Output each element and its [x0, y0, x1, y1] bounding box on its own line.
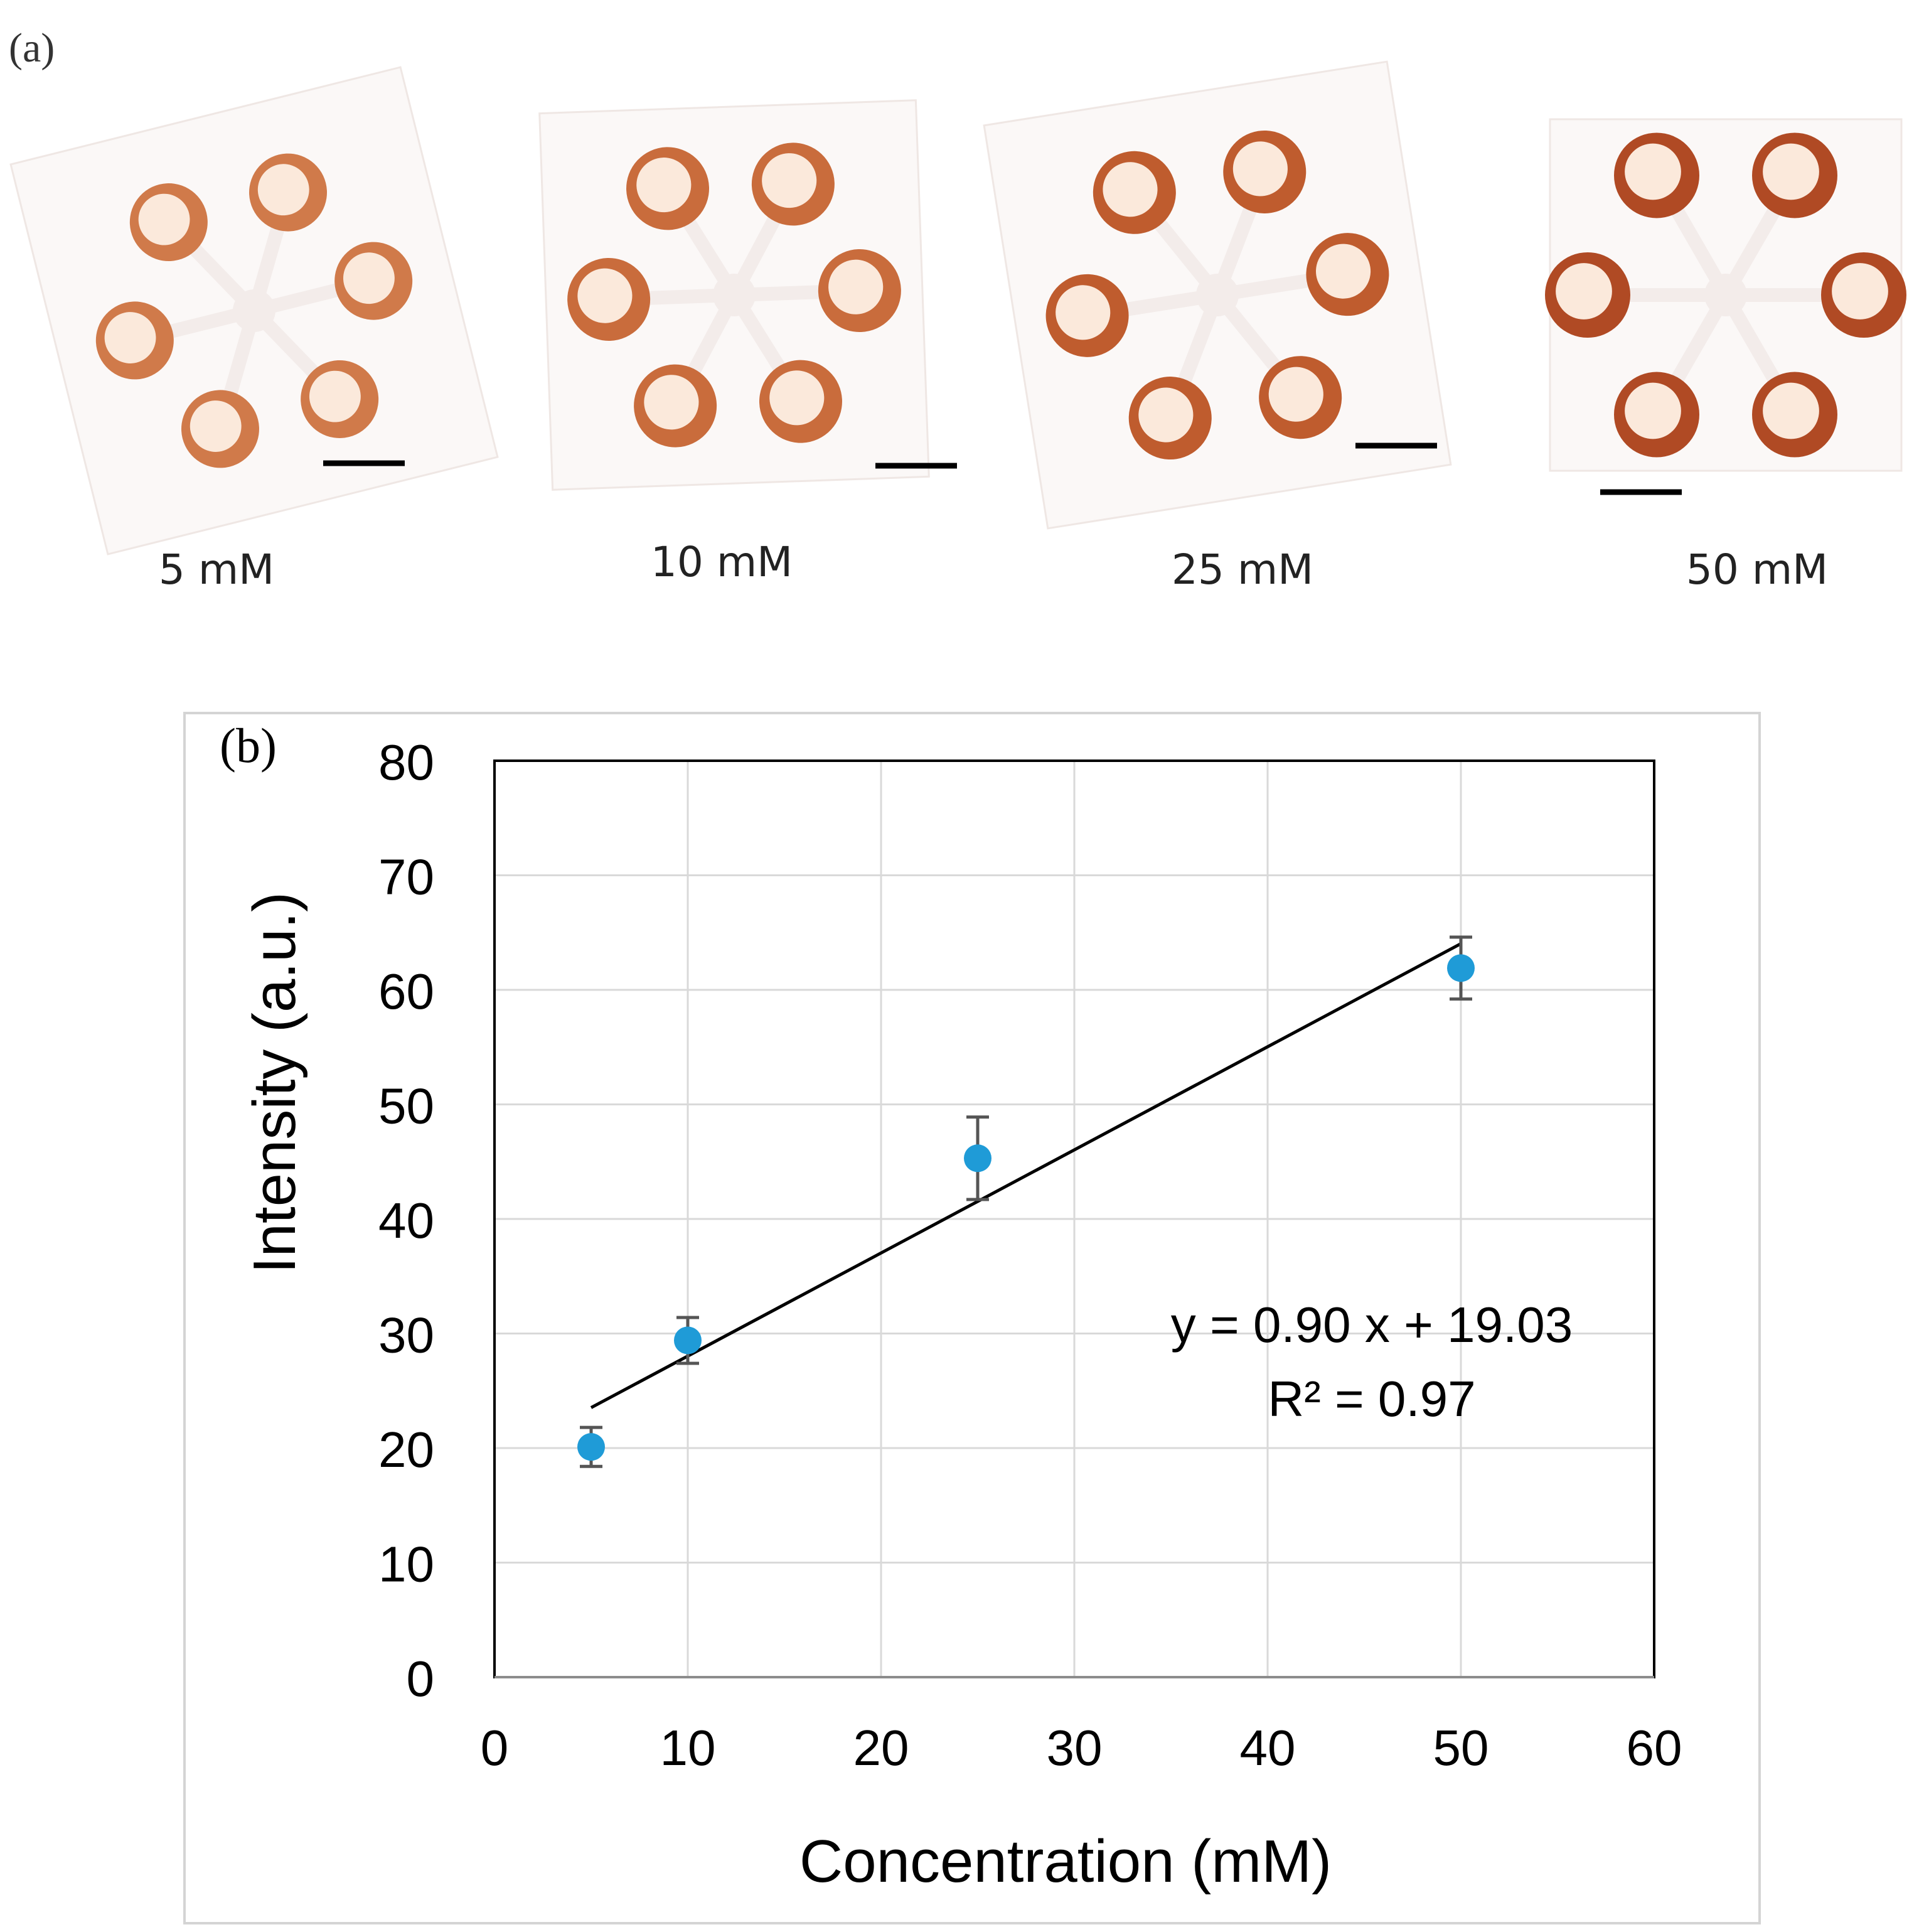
detection-zone-center — [1625, 382, 1681, 439]
detection-zone-center — [636, 158, 692, 213]
sample-label: 10 mM — [651, 538, 793, 586]
x-tick-label: 40 — [1240, 1720, 1296, 1776]
scatter-chart: 0 10 20 30 40 50 60 70 80 0 10 20 30 40 50 60 Concentr… — [241, 734, 1682, 1895]
detection-zone-center — [1625, 143, 1681, 200]
detection-zone-center — [1832, 263, 1888, 319]
x-tick-label: 10 — [660, 1720, 716, 1776]
device-2: 10 mM — [538, 99, 957, 586]
detection-zone-center — [1556, 263, 1612, 319]
trendline-group — [590, 942, 1462, 1409]
detection-zone-center — [1138, 387, 1194, 443]
x-tick-labels: 0 10 20 30 40 50 60 — [481, 1720, 1682, 1776]
detection-zone-center — [138, 193, 190, 245]
y-tick-label: 70 — [378, 849, 434, 905]
detection-zone-center — [769, 370, 825, 426]
trend-equation: y = 0.90 x + 19.03 — [1171, 1297, 1573, 1353]
detection-zone-center — [762, 153, 817, 208]
data-point — [674, 1326, 702, 1355]
detection-zone-center — [1232, 141, 1288, 196]
detection-zone-center — [257, 164, 309, 216]
panel-a-label: (a) — [9, 25, 55, 71]
x-tick-label: 60 — [1627, 1720, 1682, 1776]
y-tick-label: 0 — [407, 1651, 435, 1707]
r-squared-label: R² = 0.97 — [1268, 1371, 1475, 1427]
x-axis-label: Concentration (mM) — [799, 1828, 1332, 1895]
linear-trendline — [590, 942, 1462, 1409]
detection-zone-center — [828, 259, 884, 314]
device-4: 50 mM — [1545, 118, 1906, 594]
detection-zone-center — [309, 370, 361, 422]
y-tick-labels: 0 10 20 30 40 50 60 70 80 — [378, 734, 434, 1707]
x-tick-label: 20 — [853, 1720, 909, 1776]
y-tick-label: 20 — [378, 1422, 434, 1478]
sample-inlet — [713, 274, 756, 316]
data-point — [964, 1144, 991, 1173]
sample-label: 25 mM — [1172, 545, 1313, 594]
sample-inlet — [1196, 274, 1239, 316]
chart-frame — [183, 712, 1761, 1924]
sample-inlet — [233, 289, 275, 332]
sample-inlet — [1704, 274, 1747, 316]
sample-label: 50 mM — [1686, 545, 1828, 594]
paper-device-photos: 5 mM 10 mM 25 mM 50 mM — [9, 60, 1906, 594]
y-tick-label: 80 — [378, 734, 434, 790]
y-axis-label: Intensity (a.u.) — [241, 892, 308, 1274]
y-tick-label: 50 — [378, 1078, 434, 1134]
detection-zone-center — [1763, 143, 1819, 200]
gridlines — [493, 759, 1655, 1678]
detection-zone-center — [1103, 162, 1158, 217]
detection-zone-center — [577, 268, 633, 323]
data-points — [577, 954, 1475, 1461]
detection-zone-center — [104, 312, 156, 363]
data-point — [1447, 954, 1475, 982]
detection-zone-center — [644, 375, 699, 430]
detection-zone-center — [1056, 285, 1111, 340]
x-tick-label: 30 — [1047, 1720, 1103, 1776]
device-1: 5 mM — [9, 66, 499, 594]
detection-zone-center — [343, 252, 395, 304]
data-point — [577, 1433, 605, 1461]
panel-b-label: (b) — [220, 718, 277, 773]
detection-zone-center — [1763, 382, 1819, 439]
y-tick-label: 40 — [378, 1193, 434, 1248]
y-tick-label: 60 — [378, 963, 434, 1019]
sample-label: 5 mM — [159, 545, 274, 594]
detection-zone-center — [1315, 244, 1371, 299]
device-3: 25 mM — [983, 60, 1452, 594]
detection-zone-center — [1268, 367, 1323, 422]
x-tick-label: 0 — [481, 1720, 509, 1776]
detection-zone-center — [190, 400, 242, 452]
y-tick-label: 30 — [378, 1307, 434, 1363]
y-tick-label: 10 — [378, 1537, 434, 1592]
x-tick-label: 50 — [1433, 1720, 1489, 1776]
